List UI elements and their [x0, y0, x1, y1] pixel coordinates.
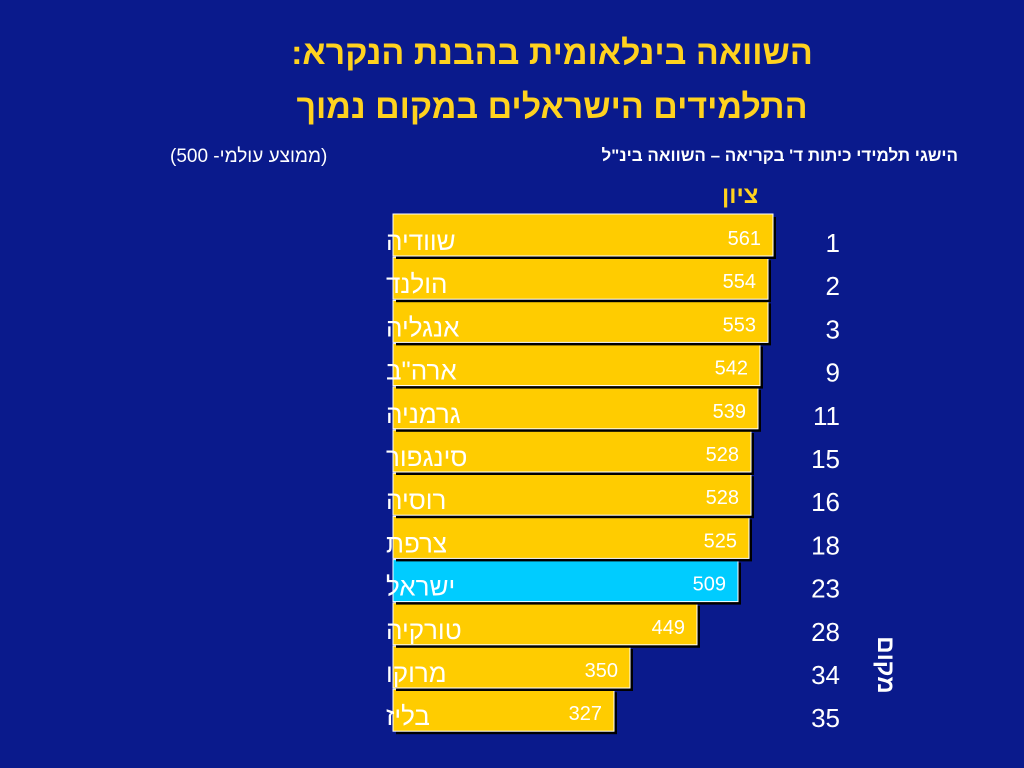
bar-row: 542 [392, 343, 763, 389]
category-label: צרפת [386, 528, 447, 558]
category-label: סינגפור [386, 442, 467, 472]
bar-row: 528 [392, 429, 754, 475]
category-label: אנגליה [386, 312, 459, 342]
bar-value-label: 509 [693, 574, 726, 596]
category-label: רוסיה [386, 485, 446, 515]
category-label: שוודיה [386, 226, 456, 256]
bar-highlight [392, 559, 739, 603]
bar-row: 528 [392, 472, 754, 519]
bar [392, 213, 774, 257]
rank-label: 23 [811, 574, 840, 604]
category-label: ישראל [386, 572, 455, 602]
bar-row: 539 [392, 386, 761, 432]
bar [392, 386, 759, 430]
bar-value-label: 528 [706, 444, 739, 466]
bar-value-label: 449 [652, 617, 685, 639]
page-title: השוואה בינלאומית בהבנת הנקרא: [291, 34, 813, 72]
bar-row: 350 [392, 645, 633, 691]
bar [392, 645, 631, 689]
category-label: טורקיה [386, 615, 462, 645]
bar-value-label: 539 [713, 401, 746, 423]
score-column-header: ציון [722, 182, 759, 209]
bar-row: 509 [392, 559, 741, 605]
bar [392, 299, 769, 343]
bar-value-label: 561 [728, 228, 761, 250]
bar-value-label: 554 [723, 271, 756, 293]
category-label: מרוקו [386, 658, 447, 688]
rank-label: 2 [826, 271, 840, 301]
category-label: הולנד [386, 269, 448, 299]
bar-value-label: 350 [585, 660, 618, 682]
bar-row: 553 [392, 299, 771, 346]
chart-subtitle: הישגי תלמידי כיתות ד' בקריאה – השוואה בי… [601, 146, 958, 165]
bar [392, 602, 698, 646]
rank-label: 11 [813, 401, 840, 431]
rank-label: 1 [826, 228, 840, 258]
rank-label: 28 [811, 617, 840, 647]
bar [392, 688, 615, 732]
category-label: ארה"ב [386, 356, 457, 386]
bar-value-label: 542 [715, 358, 748, 380]
bar-row: 554 [392, 256, 771, 303]
bar-row: 525 [392, 515, 752, 562]
rank-label: 15 [811, 444, 840, 474]
bar-row: 561 [392, 213, 776, 259]
bar-value-label: 525 [704, 530, 737, 552]
category-label: גרמניה [386, 399, 461, 429]
bar-value-label: 327 [569, 703, 602, 725]
bar [392, 472, 752, 516]
rank-label: 16 [811, 487, 840, 517]
bar-row: 449 [392, 602, 700, 648]
bar [392, 343, 761, 387]
bar [392, 429, 752, 473]
bar-row: 327 [392, 688, 617, 735]
rank-label: 35 [811, 703, 840, 733]
bar-value-label: 553 [723, 314, 756, 336]
bar-value-label: 528 [706, 487, 739, 509]
page-subtitle: התלמידים הישראלים במקום נמוך [296, 88, 808, 126]
rank-label: 18 [811, 530, 840, 560]
rank-label: 3 [826, 314, 840, 344]
bar [392, 515, 750, 559]
rank-label: 34 [811, 660, 840, 690]
world-average-note: (ממוצע עולמי- 500) [170, 146, 328, 167]
rank-label: 9 [826, 358, 840, 388]
bar [392, 256, 769, 300]
category-label: בליז [386, 701, 430, 731]
